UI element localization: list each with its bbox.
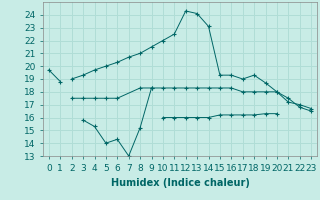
- X-axis label: Humidex (Indice chaleur): Humidex (Indice chaleur): [111, 178, 249, 188]
